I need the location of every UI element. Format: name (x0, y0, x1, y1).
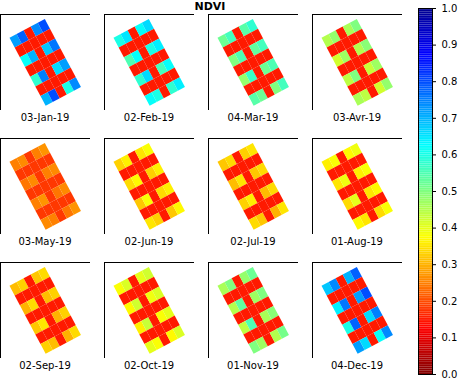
html-text:NDVI: NDVI (194, 0, 226, 13)
svg-text:0.2: 0.2 (442, 296, 458, 307)
html-text:04-Mar-19: 04-Mar-19 (227, 112, 279, 123)
html-text:03-Jan-19: 03-Jan-19 (20, 112, 70, 123)
html-text:02-Jun-19: 02-Jun-19 (124, 236, 174, 247)
svg-text:0.9: 0.9 (442, 39, 458, 50)
html-text:02-Oct-19: 02-Oct-19 (123, 360, 175, 371)
svg-text:0.8: 0.8 (442, 76, 458, 87)
html-text:03-Avr-19: 03-Avr-19 (333, 112, 381, 123)
html-text:02-Jul-19: 02-Jul-19 (230, 236, 276, 247)
svg-text:1.0: 1.0 (442, 3, 458, 14)
html-text:01-Nov-19: 01-Nov-19 (227, 360, 279, 371)
html-text:02-Feb-19: 02-Feb-19 (123, 112, 175, 123)
svg-text:0.7: 0.7 (442, 113, 458, 124)
svg-text:0.1: 0.1 (442, 332, 458, 343)
svg-text:0.5: 0.5 (442, 186, 458, 197)
svg-text:0.0: 0.0 (442, 369, 458, 380)
html-text:04-Dec-19: 04-Dec-19 (331, 360, 383, 371)
html-text:02-Sep-19: 02-Sep-19 (19, 360, 71, 371)
svg-text:0.4: 0.4 (442, 222, 458, 233)
html-text:03-May-19: 03-May-19 (18, 236, 72, 247)
svg-text:0.3: 0.3 (442, 259, 458, 270)
html-text:01-Aug-19: 01-Aug-19 (331, 236, 383, 247)
svg-text:0.6: 0.6 (442, 149, 458, 160)
